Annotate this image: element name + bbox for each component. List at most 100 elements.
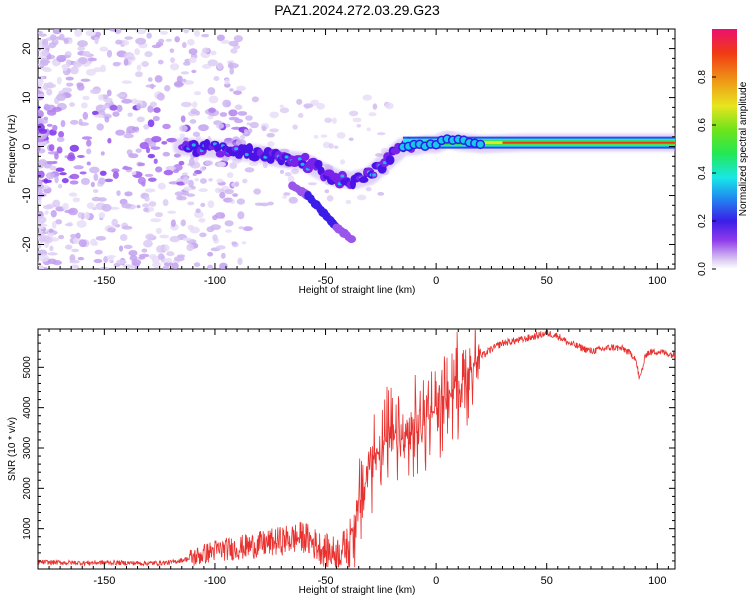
noise-speck: [192, 172, 197, 177]
noise-speck: [39, 59, 51, 64]
ridge-core: [284, 155, 289, 159]
noise-speck: [181, 41, 187, 49]
noise-speck: [174, 191, 185, 197]
noise-speck: [162, 265, 170, 269]
noise-speck: [89, 88, 101, 95]
noise-speck: [111, 168, 120, 173]
noise-speck: [303, 103, 314, 109]
noise-speck: [219, 191, 226, 199]
x-tick-label: 0: [433, 575, 439, 587]
noise-speck: [144, 196, 150, 202]
noise-speck: [106, 49, 113, 58]
noise-speck: [170, 57, 176, 63]
noise-speck: [187, 201, 195, 206]
noise-speck: [69, 66, 79, 75]
noise-speck: [324, 117, 333, 123]
noise-speck: [154, 75, 163, 83]
noise-speck: [80, 78, 91, 82]
noise-speck: [183, 186, 192, 192]
noise-speck: [242, 178, 248, 184]
noise-speck: [139, 141, 150, 150]
noise-speck: [121, 80, 132, 84]
noise-speck: [182, 176, 189, 185]
noise-speck: [233, 35, 243, 43]
noise-speck: [52, 124, 58, 132]
noise-speck: [254, 202, 263, 206]
noise-speck: [236, 198, 246, 205]
noise-speck: [228, 40, 239, 47]
noise-speck: [62, 202, 69, 210]
noise-speck: [68, 192, 78, 197]
noise-speck: [158, 38, 165, 44]
noise-speck: [326, 195, 334, 202]
noise-speck: [134, 48, 140, 56]
noise-speck: [154, 212, 164, 218]
noise-speck: [123, 58, 129, 66]
noise-speck: [230, 48, 238, 54]
noise-speck: [85, 30, 97, 37]
noise-speck: [204, 160, 214, 166]
noise-speck: [201, 47, 210, 53]
noise-speck: [115, 129, 126, 136]
noise-speck: [69, 144, 80, 152]
noise-speck: [79, 171, 87, 175]
ridge-blob: [300, 152, 310, 161]
noise-speck: [170, 63, 180, 71]
noise-speck: [151, 261, 162, 268]
colorbar-tick-label: 0.4: [697, 166, 708, 180]
noise-speck: [248, 161, 259, 167]
noise-speck: [38, 159, 48, 167]
noise-speck: [46, 88, 53, 96]
noise-speck: [236, 85, 246, 92]
colorbar-gradient: [712, 29, 737, 269]
noise-speck: [38, 109, 41, 113]
noise-speck: [49, 165, 57, 171]
y-tick-label: 5000: [22, 356, 33, 379]
snr-x-ticks: -150 -100 -50 0 50 100: [37, 329, 669, 587]
noise-speck: [49, 144, 55, 152]
noise-speck: [64, 223, 73, 227]
ridge-blob: [358, 176, 369, 183]
noise-speck: [96, 123, 104, 131]
noise-speck: [55, 219, 63, 225]
noise-speck: [80, 102, 88, 109]
noise-speck: [52, 60, 60, 67]
y-tick-label: 1000: [22, 517, 33, 540]
noise-speck: [38, 93, 45, 97]
noise-speck: [162, 151, 171, 157]
noise-speck: [106, 89, 112, 97]
noise-speck: [215, 245, 226, 250]
noise-speck: [372, 103, 378, 110]
noise-speck: [226, 172, 234, 178]
noise-speck: [340, 159, 346, 165]
noise-speck: [148, 201, 157, 207]
snr-frame: [37, 328, 676, 570]
noise-speck: [150, 218, 162, 223]
noise-speck: [207, 200, 215, 209]
noise-speck: [52, 107, 62, 112]
noise-speck: [239, 135, 246, 140]
noise-speck: [121, 203, 132, 209]
noise-speck: [71, 248, 80, 253]
noise-speck: [38, 84, 43, 92]
noise-speck: [123, 244, 133, 250]
noise-speck: [227, 199, 233, 203]
noise-speck: [191, 101, 198, 108]
noise-speck: [376, 132, 386, 136]
noise-speck: [142, 203, 150, 208]
noise-speck: [64, 209, 75, 214]
noise-speck: [77, 154, 85, 158]
noise-speck: [135, 71, 143, 78]
noise-speck: [80, 177, 91, 185]
colorbar-ticks: 0.0 0.2 0.4 0.6 0.8: [697, 70, 716, 276]
noise-speck: [261, 125, 267, 132]
noise-speck: [151, 135, 162, 143]
noise-speck: [162, 123, 171, 130]
noise-speck: [193, 262, 201, 267]
noise-speck: [129, 265, 136, 269]
noise-speck: [217, 161, 227, 168]
noise-speck: [84, 211, 90, 220]
x-tick-label: -150: [93, 575, 115, 587]
noise-speck: [229, 162, 238, 169]
